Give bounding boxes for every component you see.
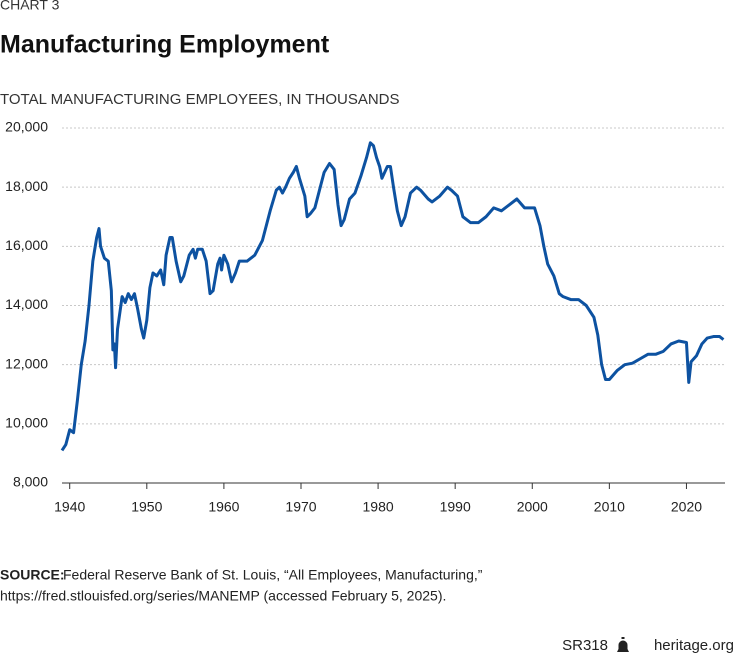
report-id: SR318 (562, 637, 608, 654)
y-tick-label: 12,000 (5, 355, 48, 371)
chart-subtitle: TOTAL MANUFACTURING EMPLOYEES, IN THOUSA… (0, 91, 400, 108)
x-tick-label: 1980 (363, 499, 394, 515)
x-tick-label: 1960 (208, 499, 239, 515)
source-label: SOURCE: (0, 567, 65, 583)
y-tick-label: 8,000 (13, 474, 48, 490)
y-tick-label: 16,000 (5, 237, 48, 253)
source-line: Federal Reserve Bank of St. Louis, “All … (63, 567, 483, 583)
y-tick-label: 20,000 (5, 119, 48, 135)
y-tick-label: 14,000 (5, 296, 48, 312)
chart-title: Manufacturing Employment (0, 31, 330, 59)
x-tick-label: 2000 (517, 499, 548, 515)
x-tick-label: 2010 (594, 499, 625, 515)
x-tick-label: 1950 (131, 499, 162, 515)
y-tick-label: 18,000 (5, 178, 48, 194)
x-tick-label: 1990 (440, 499, 471, 515)
x-tick-label: 1940 (54, 499, 85, 515)
data-line (60, 141, 725, 452)
site-name: heritage.org (654, 637, 734, 654)
bell-icon (617, 637, 629, 652)
x-tick-label: 1970 (285, 499, 316, 515)
y-tick-label: 10,000 (5, 415, 48, 431)
source-line: https://fred.stlouisfed.org/series/MANEM… (0, 588, 446, 604)
x-tick-label: 2020 (671, 499, 702, 515)
chart-kicker: CHART 3 (0, 0, 60, 13)
